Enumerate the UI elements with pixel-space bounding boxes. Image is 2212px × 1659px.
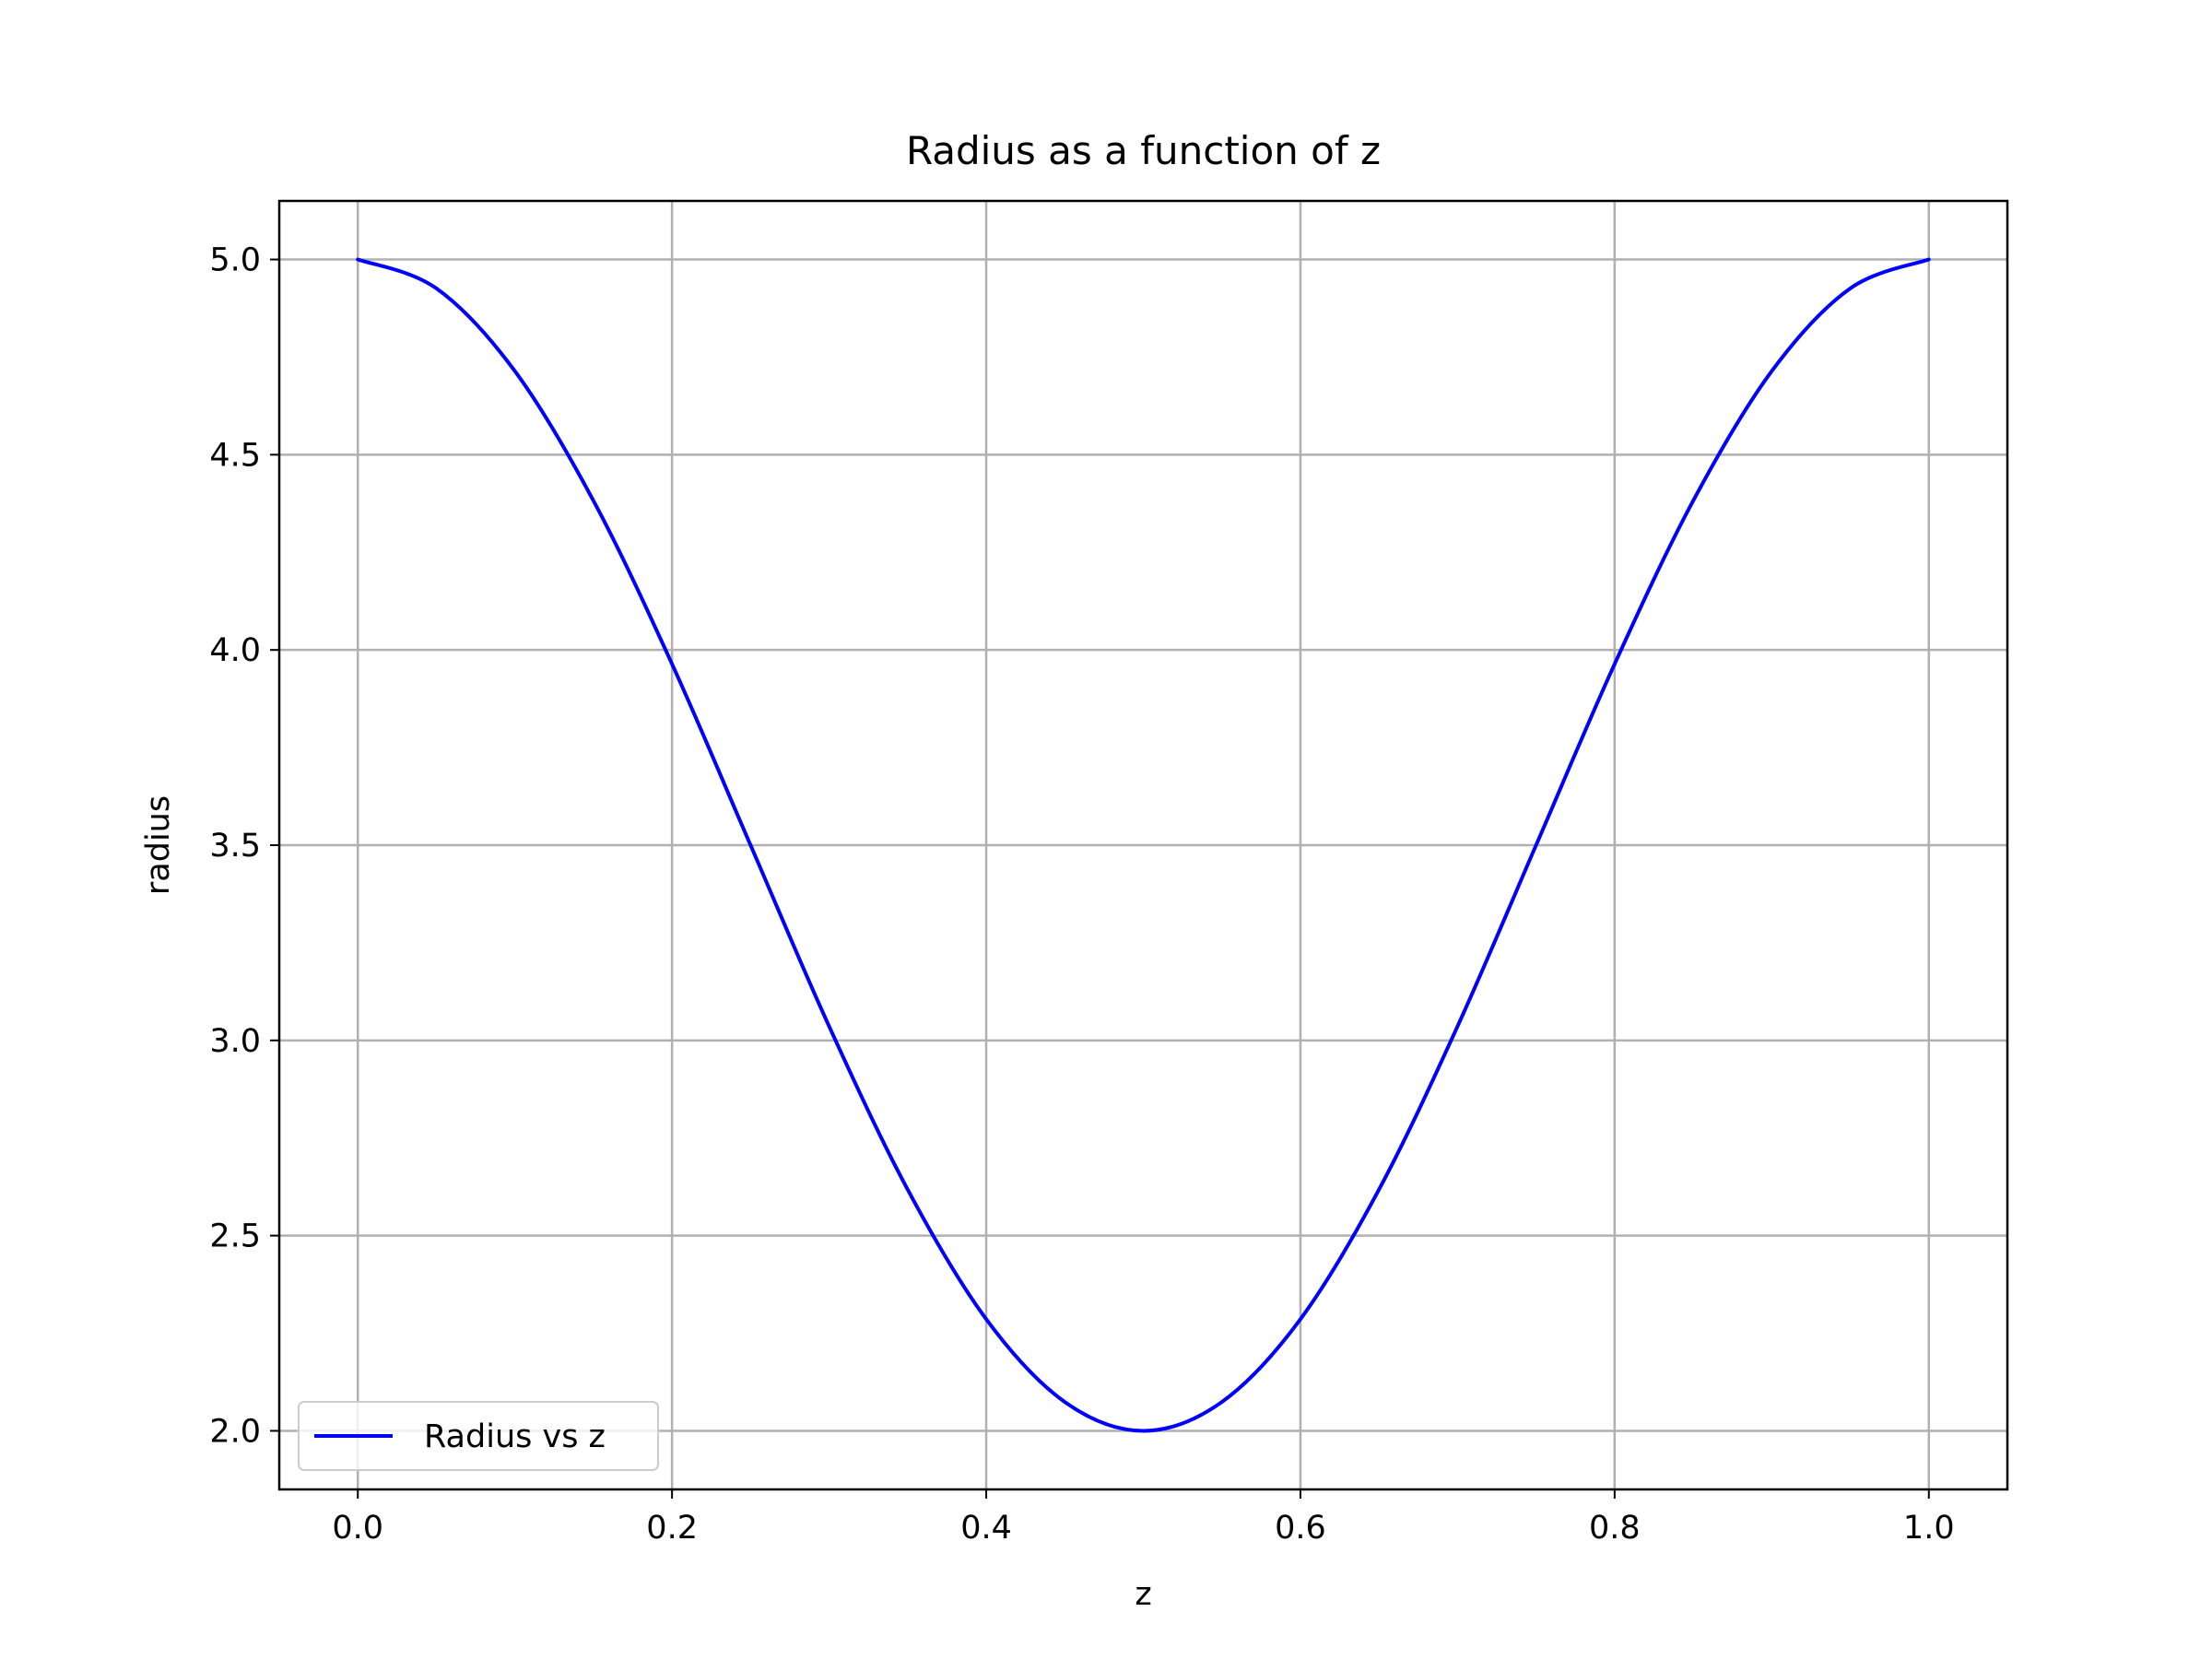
grid [279, 201, 2007, 1489]
plot-area [356, 257, 1931, 1433]
legend: Radius vs z [298, 1401, 659, 1471]
chart-title: Radius as a function of z [906, 128, 1381, 173]
legend-box [298, 1401, 659, 1471]
x-tick-label: 1.0 [1903, 1510, 1955, 1547]
x-tick-label: 0.4 [960, 1510, 1012, 1547]
x-tick-label: 0.2 [646, 1510, 698, 1547]
x-tick-label: 0.8 [1589, 1510, 1641, 1547]
x-tick-label: 0.0 [332, 1510, 383, 1547]
y-tick-label: 2.5 [209, 1218, 261, 1255]
y-tick-label: 4.0 [209, 632, 261, 669]
y-tick-label: 4.5 [209, 437, 261, 474]
series-line-radius-vs-z [356, 257, 1931, 1433]
legend-label-radius-vs-z: Radius vs z [424, 1418, 606, 1455]
y-tick-label: 5.0 [209, 242, 261, 279]
x-axis-label: z [1135, 1576, 1151, 1613]
y-tick-label: 3.0 [209, 1023, 261, 1060]
x-tick-label: 0.6 [1275, 1510, 1326, 1547]
y-tick-label: 3.5 [209, 828, 261, 865]
y-axis-label: radius [140, 795, 177, 895]
y-tick-label: 2.0 [209, 1413, 261, 1450]
axes-ticks: 0.0 0.2 0.4 0.6 0.8 1.0 2.0 2.5 3.0 3.5 4.0 4.5 5.0 [209, 242, 1954, 1547]
